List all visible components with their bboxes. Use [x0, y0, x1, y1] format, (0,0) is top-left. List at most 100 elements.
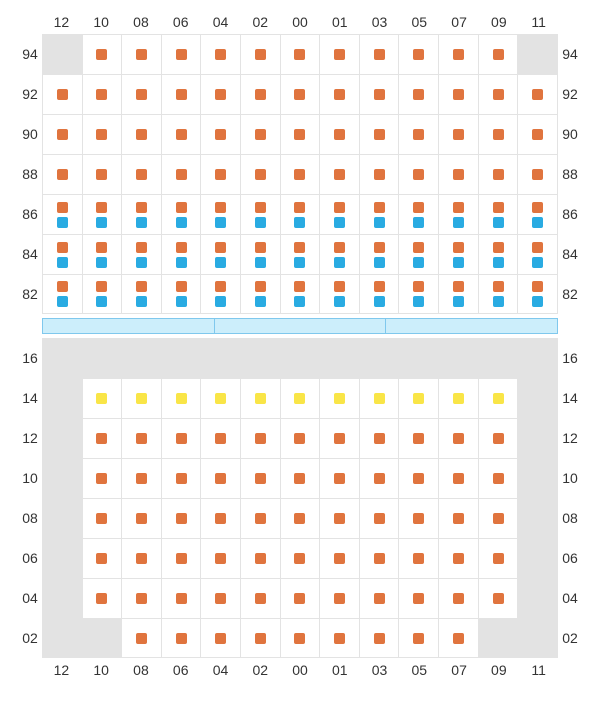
cell[interactable]	[161, 538, 201, 578]
cell[interactable]	[121, 274, 161, 314]
cell[interactable]	[240, 234, 280, 274]
cell[interactable]	[359, 274, 399, 314]
cell[interactable]	[42, 274, 82, 314]
cell[interactable]	[200, 154, 240, 194]
cell[interactable]	[82, 578, 122, 618]
cell[interactable]	[240, 274, 280, 314]
cell[interactable]	[438, 498, 478, 538]
cell[interactable]	[280, 114, 320, 154]
cell[interactable]	[121, 418, 161, 458]
cell[interactable]	[42, 378, 82, 418]
cell[interactable]	[398, 618, 438, 658]
cell[interactable]	[359, 154, 399, 194]
cell[interactable]	[517, 578, 558, 618]
cell[interactable]	[359, 34, 399, 74]
cell[interactable]	[42, 618, 82, 658]
cell[interactable]	[398, 154, 438, 194]
cell[interactable]	[240, 498, 280, 538]
cell[interactable]	[42, 538, 82, 578]
cell[interactable]	[42, 34, 82, 74]
cell[interactable]	[517, 74, 558, 114]
cell[interactable]	[319, 498, 359, 538]
cell[interactable]	[438, 458, 478, 498]
cell[interactable]	[200, 578, 240, 618]
cell[interactable]	[161, 458, 201, 498]
cell[interactable]	[438, 114, 478, 154]
cell[interactable]	[280, 458, 320, 498]
cell[interactable]	[319, 418, 359, 458]
cell[interactable]	[200, 498, 240, 538]
cell[interactable]	[359, 578, 399, 618]
cell[interactable]	[121, 74, 161, 114]
cell[interactable]	[478, 234, 518, 274]
cell[interactable]	[200, 194, 240, 234]
cell[interactable]	[240, 338, 280, 378]
cell[interactable]	[398, 274, 438, 314]
cell[interactable]	[280, 538, 320, 578]
cell[interactable]	[82, 34, 122, 74]
cell[interactable]	[319, 458, 359, 498]
cell[interactable]	[42, 114, 82, 154]
cell[interactable]	[517, 34, 558, 74]
cell[interactable]	[200, 274, 240, 314]
cell[interactable]	[121, 154, 161, 194]
cell[interactable]	[121, 578, 161, 618]
cell[interactable]	[398, 498, 438, 538]
cell[interactable]	[240, 34, 280, 74]
cell[interactable]	[240, 458, 280, 498]
cell[interactable]	[398, 338, 438, 378]
cell[interactable]	[359, 498, 399, 538]
cell[interactable]	[82, 338, 122, 378]
cell[interactable]	[280, 578, 320, 618]
cell[interactable]	[42, 154, 82, 194]
cell[interactable]	[398, 114, 438, 154]
cell[interactable]	[478, 538, 518, 578]
cell[interactable]	[478, 618, 518, 658]
cell[interactable]	[42, 458, 82, 498]
cell[interactable]	[121, 538, 161, 578]
cell[interactable]	[517, 194, 558, 234]
cell[interactable]	[200, 418, 240, 458]
cell[interactable]	[240, 618, 280, 658]
cell[interactable]	[359, 618, 399, 658]
cell[interactable]	[200, 458, 240, 498]
divider-segment[interactable]	[386, 318, 558, 334]
cell[interactable]	[42, 338, 82, 378]
cell[interactable]	[438, 274, 478, 314]
cell[interactable]	[359, 114, 399, 154]
cell[interactable]	[161, 74, 201, 114]
cell[interactable]	[161, 498, 201, 538]
cell[interactable]	[240, 418, 280, 458]
cell[interactable]	[319, 194, 359, 234]
cell[interactable]	[161, 338, 201, 378]
cell[interactable]	[121, 338, 161, 378]
cell[interactable]	[161, 114, 201, 154]
cell[interactable]	[478, 114, 518, 154]
cell[interactable]	[82, 274, 122, 314]
cell[interactable]	[319, 34, 359, 74]
cell[interactable]	[517, 338, 558, 378]
cell[interactable]	[438, 154, 478, 194]
cell[interactable]	[280, 618, 320, 658]
cell[interactable]	[161, 578, 201, 618]
cell[interactable]	[359, 538, 399, 578]
cell[interactable]	[398, 418, 438, 458]
cell[interactable]	[319, 154, 359, 194]
cell[interactable]	[319, 378, 359, 418]
cell[interactable]	[42, 74, 82, 114]
cell[interactable]	[280, 378, 320, 418]
cell[interactable]	[319, 618, 359, 658]
cell[interactable]	[42, 578, 82, 618]
cell[interactable]	[240, 538, 280, 578]
cell[interactable]	[200, 618, 240, 658]
cell[interactable]	[398, 578, 438, 618]
cell[interactable]	[82, 458, 122, 498]
cell[interactable]	[517, 114, 558, 154]
cell[interactable]	[280, 34, 320, 74]
cell[interactable]	[280, 274, 320, 314]
cell[interactable]	[438, 34, 478, 74]
cell[interactable]	[240, 578, 280, 618]
cell[interactable]	[240, 74, 280, 114]
cell[interactable]	[240, 154, 280, 194]
cell[interactable]	[42, 498, 82, 538]
